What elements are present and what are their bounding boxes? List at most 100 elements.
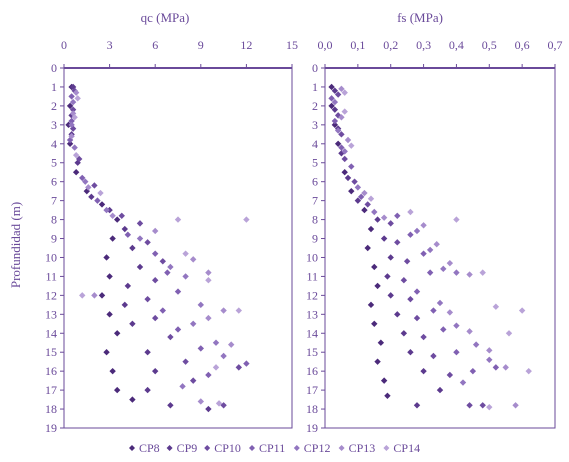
data-point-cp10 bbox=[414, 315, 420, 321]
data-point-cp12 bbox=[371, 209, 377, 215]
data-point-cp14 bbox=[243, 216, 249, 222]
data-point-cp11 bbox=[394, 213, 400, 219]
data-point-cp11 bbox=[243, 360, 249, 366]
x-tick-label: 6 bbox=[152, 38, 158, 52]
data-point-cp9 bbox=[205, 406, 211, 412]
legend-label-cp10: CP10 bbox=[214, 441, 241, 455]
data-point-cp13 bbox=[420, 222, 426, 228]
data-point-cp9 bbox=[125, 283, 131, 289]
data-point-cp10 bbox=[152, 277, 158, 283]
data-point-cp8 bbox=[109, 235, 115, 241]
data-point-cp8 bbox=[374, 283, 380, 289]
qc-panel: 0 3 6 9 12 15012345678910111213141516171819 bbox=[45, 38, 298, 435]
data-point-cp14 bbox=[79, 292, 85, 298]
data-point-cp8 bbox=[114, 330, 120, 336]
data-point-cp10 bbox=[137, 220, 143, 226]
data-point-cp10 bbox=[404, 258, 410, 264]
data-point-cp13 bbox=[512, 402, 518, 408]
legend-label-cp8: CP8 bbox=[139, 441, 160, 455]
data-point-cp14 bbox=[526, 368, 532, 374]
data-point-cp9 bbox=[152, 368, 158, 374]
data-point-cp8 bbox=[109, 368, 115, 374]
legend-marker-cp14 bbox=[383, 445, 389, 451]
data-point-cp8 bbox=[368, 226, 374, 232]
data-point-cp12 bbox=[437, 300, 443, 306]
y-tick-label: 12 bbox=[45, 288, 57, 302]
data-point-cp10 bbox=[144, 239, 150, 245]
data-point-cp8 bbox=[114, 216, 120, 222]
legend-label-cp9: CP9 bbox=[177, 441, 198, 455]
data-point-cp8 bbox=[99, 292, 105, 298]
data-point-cp9 bbox=[374, 216, 380, 222]
data-point-cp14 bbox=[480, 269, 486, 275]
data-point-cp14 bbox=[175, 216, 181, 222]
data-point-cp12 bbox=[453, 269, 459, 275]
qc-axis-title: qc (MPa) bbox=[141, 10, 190, 25]
data-point-cp11 bbox=[198, 345, 204, 351]
y-tick-label: 15 bbox=[45, 345, 57, 359]
data-point-cp10 bbox=[236, 364, 242, 370]
data-point-cp13 bbox=[91, 292, 97, 298]
data-point-cp11 bbox=[414, 288, 420, 294]
plot-frame bbox=[64, 68, 292, 428]
data-point-cp9 bbox=[388, 254, 394, 260]
data-point-cp8 bbox=[73, 169, 79, 175]
data-point-cp14 bbox=[205, 277, 211, 283]
data-point-cp12 bbox=[460, 379, 466, 385]
data-point-cp10 bbox=[430, 353, 436, 359]
data-point-cp12 bbox=[198, 302, 204, 308]
data-point-cp12 bbox=[137, 235, 143, 241]
y-tick-label: 6 bbox=[312, 175, 318, 189]
x-tick-label: 0,0 bbox=[318, 38, 333, 52]
data-point-cp9 bbox=[381, 235, 387, 241]
data-point-cp10 bbox=[351, 178, 357, 184]
data-point-cp8 bbox=[103, 254, 109, 260]
data-point-cp14 bbox=[97, 190, 103, 196]
depth-axis-title: Profundidad (m) bbox=[8, 202, 23, 288]
data-point-cp13 bbox=[228, 341, 234, 347]
data-point-cp10 bbox=[160, 258, 166, 264]
data-point-cp10 bbox=[190, 377, 196, 383]
data-point-cp11 bbox=[420, 250, 426, 256]
data-point-cp8 bbox=[129, 396, 135, 402]
data-point-cp10 bbox=[394, 239, 400, 245]
x-tick-label: 15 bbox=[286, 38, 298, 52]
legend: CP8 CP9 CP10 CP11 CP12 CP13 CP14 bbox=[129, 441, 420, 455]
data-point-cp9 bbox=[345, 175, 351, 181]
y-tick-label: 7 bbox=[51, 194, 57, 208]
y-tick-label: 17 bbox=[306, 383, 318, 397]
y-tick-label: 13 bbox=[306, 307, 318, 321]
x-tick-label: 0,3 bbox=[416, 38, 431, 52]
x-tick-label: 0,4 bbox=[449, 38, 464, 52]
y-tick-label: 15 bbox=[306, 345, 318, 359]
y-tick-label: 9 bbox=[312, 232, 318, 246]
data-point-cp14 bbox=[453, 216, 459, 222]
data-point-cp12 bbox=[414, 228, 420, 234]
data-point-cp10 bbox=[342, 156, 348, 162]
data-point-cp9 bbox=[144, 387, 150, 393]
data-point-cp10 bbox=[365, 201, 371, 207]
data-point-cp13 bbox=[447, 309, 453, 315]
data-point-cp14 bbox=[407, 209, 413, 215]
y-tick-label: 19 bbox=[45, 421, 57, 435]
data-point-cp11 bbox=[164, 269, 170, 275]
data-point-cp14 bbox=[74, 95, 80, 101]
data-point-cp11 bbox=[430, 307, 436, 313]
y-tick-label: 4 bbox=[312, 137, 318, 151]
data-point-cp10 bbox=[182, 358, 188, 364]
data-point-cp8 bbox=[114, 387, 120, 393]
data-point-cp12 bbox=[220, 353, 226, 359]
data-point-cp14 bbox=[213, 364, 219, 370]
data-point-cp9 bbox=[137, 264, 143, 270]
y-tick-label: 3 bbox=[51, 118, 57, 132]
data-point-cp11 bbox=[453, 349, 459, 355]
data-point-cp14 bbox=[348, 142, 354, 148]
data-point-cp13 bbox=[345, 137, 351, 143]
x-tick-label: 0,2 bbox=[383, 38, 398, 52]
data-point-cp8 bbox=[365, 245, 371, 251]
data-point-cp8 bbox=[378, 340, 384, 346]
data-point-cp10 bbox=[91, 182, 97, 188]
y-tick-label: 7 bbox=[312, 194, 318, 208]
data-point-cp10 bbox=[480, 402, 486, 408]
